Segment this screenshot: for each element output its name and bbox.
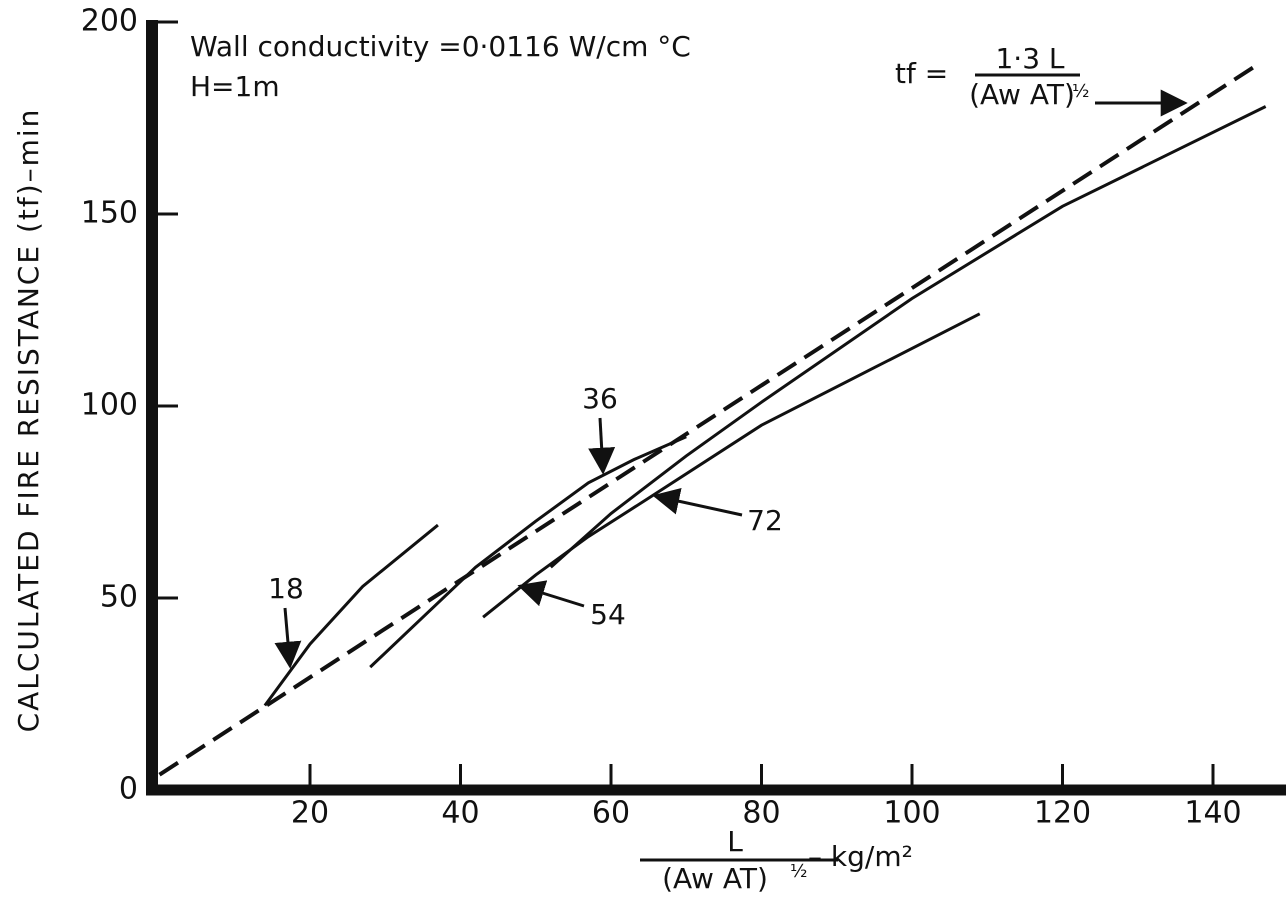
- equation-denominator: (Aw AT): [969, 78, 1075, 111]
- equation-numerator: 1·3 L: [995, 42, 1064, 75]
- annotation: Wall conductivity =0·0116 W/cm °C: [190, 30, 691, 63]
- curve-label: 36: [582, 382, 618, 415]
- x-tick-label: 20: [291, 796, 329, 831]
- y-axis-label: CALCULATED FIRE RESISTANCE (tf)–min: [12, 108, 45, 733]
- line: [369, 435, 687, 669]
- x-label-numerator: L: [727, 825, 743, 858]
- x-label-unit: – kg/m²: [808, 840, 913, 873]
- y-tick-label: 50: [100, 580, 138, 615]
- arrow: [274, 607, 302, 669]
- y-tick-label: 150: [81, 196, 138, 231]
- y-tick-label: 100: [81, 388, 138, 423]
- arrow: [588, 417, 616, 475]
- line: [158, 62, 1260, 777]
- curve-label: 54: [590, 598, 626, 631]
- arrow: [517, 580, 585, 608]
- x-tick-label: 120: [1034, 796, 1091, 831]
- line: [549, 105, 1267, 569]
- equation-exponent: ½: [1072, 81, 1089, 102]
- y-tick-label: 200: [81, 4, 138, 39]
- curve-label: 18: [268, 572, 304, 605]
- annotation: H=1m: [190, 70, 280, 103]
- x-tick-label: 60: [592, 796, 630, 831]
- x-label-denominator: (Aw AT): [662, 862, 768, 895]
- y-tick-label: 0: [119, 772, 138, 807]
- x-tick-label: 100: [883, 796, 940, 831]
- equation-lhs: tf =: [895, 57, 948, 90]
- line: [263, 523, 439, 707]
- arrow: [652, 487, 743, 517]
- x-label-exponent: ½: [790, 861, 807, 882]
- x-tick-label: 80: [742, 796, 780, 831]
- x-tick-label: 140: [1184, 796, 1241, 831]
- curve-label: 72: [747, 504, 783, 537]
- line: [482, 312, 981, 619]
- x-tick-label: 40: [441, 796, 479, 831]
